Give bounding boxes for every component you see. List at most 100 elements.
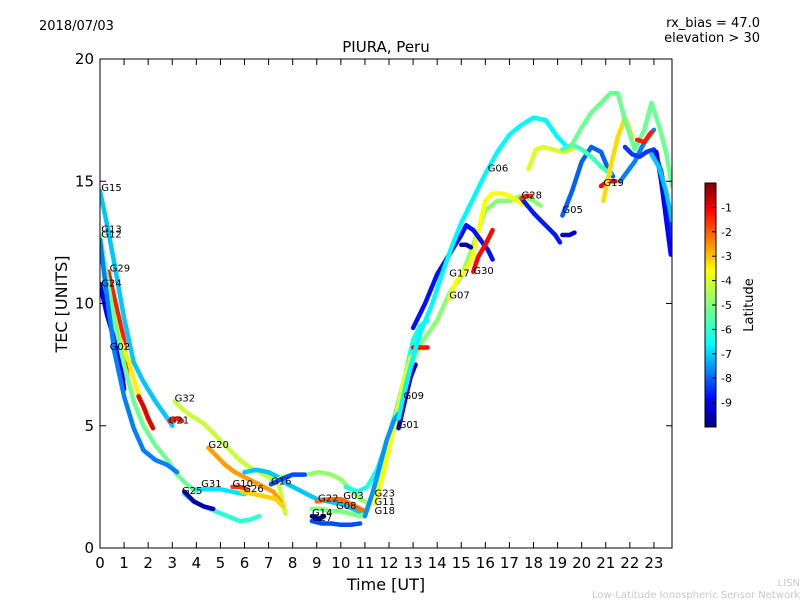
series-layer (100, 90, 672, 528)
colorbar-tick-label: -9 (721, 397, 732, 410)
tec-series-20 (309, 513, 327, 521)
prn-label-g32: G32 (175, 393, 195, 404)
prn-label-g02: G02 (110, 342, 130, 353)
x-tick-label: 2 (143, 554, 153, 572)
x-tick-label: 1 (119, 554, 129, 572)
prn-label-g15: G15 (101, 183, 121, 194)
tec-series-8 (172, 399, 288, 517)
tec-series-25 (362, 411, 401, 519)
colorbar-tick-label: -3 (721, 250, 732, 263)
y-tick-label: 0 (84, 539, 94, 557)
x-tick-label: 14 (428, 554, 447, 572)
prn-label-g29: G29 (110, 264, 130, 275)
x-tick-label: 18 (524, 554, 543, 572)
x-tick-label: 9 (312, 554, 322, 572)
x-tick-label: 5 (216, 554, 226, 572)
colorbar-tick-label: -8 (721, 372, 732, 385)
colorbar-tick-label: -6 (721, 323, 732, 336)
tec-series-47 (649, 152, 672, 223)
tec-series-6 (100, 237, 180, 475)
tec-series-33 (396, 115, 568, 421)
colorbar-tick-label: -7 (721, 348, 732, 361)
x-tick-label: 15 (452, 554, 471, 572)
prn-label-g17: G17 (449, 269, 469, 280)
tec-series-26 (396, 362, 418, 431)
x-tick-label: 12 (379, 554, 398, 572)
prn-label-g23: G23 (375, 489, 395, 500)
prn-label-g01: G01 (399, 420, 419, 431)
tec-series-22 (314, 496, 368, 514)
x-tick-label: 0 (95, 554, 105, 572)
tec-series-19 (309, 518, 363, 528)
tec-series-18 (268, 472, 307, 487)
x-tick-label: 16 (476, 554, 495, 572)
tec-series-12 (182, 489, 216, 512)
prn-label-g19: G19 (603, 178, 623, 189)
prn-label-g11: G11 (375, 497, 395, 508)
colorbar-tick-label: -1 (721, 201, 732, 214)
tec-series-16 (242, 467, 365, 517)
prn-label-g05: G05 (562, 205, 582, 216)
x-tick-label: 6 (240, 554, 250, 572)
x-tick-label: 8 (288, 554, 298, 572)
prn-label-g13: G13 (101, 225, 121, 236)
prn-label-g09: G09 (403, 391, 423, 402)
x-tick-label: 3 (167, 554, 177, 572)
colorbar-tick-label: -2 (721, 226, 732, 239)
plot-frame (99, 58, 673, 549)
prn-label-g26: G26 (243, 484, 263, 495)
elevation-label: elevation > 30 (664, 31, 760, 46)
prn-label-g21: G21 (169, 415, 189, 426)
colorbar-tick-label: -5 (721, 299, 732, 312)
tec-series-4 (100, 188, 175, 429)
tec-series-7 (136, 394, 156, 431)
tec-series-27 (401, 193, 543, 399)
tec-series-14 (230, 484, 250, 492)
prn-label-g20: G20 (208, 440, 228, 451)
prn-label-g12: G12 (101, 229, 121, 240)
prn-label-g25: G25 (182, 486, 202, 497)
y-tick-label: 20 (75, 50, 94, 68)
tec-series-29 (446, 191, 529, 301)
prn-label-g28: G28 (521, 190, 541, 201)
prn-label-g24: G24 (101, 278, 121, 289)
colorbar-tick-label: -4 (721, 275, 732, 288)
colorbar-title: Latitude (742, 278, 757, 332)
footer-network: Low-Latitude Ionospheric Sensor Network (592, 590, 800, 600)
x-tick-label: 10 (331, 554, 350, 572)
tec-series-13 (194, 487, 247, 497)
tec-series-10 (206, 445, 283, 504)
chart-title: PIURA, Peru (342, 38, 429, 56)
date-label: 2018/07/03 (39, 19, 114, 34)
prn-label-g08: G08 (336, 501, 356, 512)
tec-series-31 (459, 242, 474, 250)
prn-label-g14: G14 (312, 508, 332, 519)
tec-series-32 (471, 227, 495, 274)
y-tick-label: 15 (75, 172, 94, 190)
y-axis-title: TEC [UNITS] (52, 256, 71, 354)
x-tick-label: 21 (596, 554, 615, 572)
tec-series-15 (239, 489, 286, 509)
tec-series-5 (100, 232, 199, 495)
tec-series-21 (309, 418, 399, 519)
tec-series-35 (519, 193, 534, 201)
prn-label-g07: G07 (449, 291, 469, 302)
prn-label-g27: G27 (312, 513, 332, 524)
prn-label-g10: G10 (232, 479, 252, 490)
tec-series-39 (560, 230, 577, 238)
rx-bias-label: rx_bias = 47.0 (666, 16, 760, 31)
colorbar-ticks: -1 -2 -3 -4 -5 -6 -7 -8 -9 (712, 201, 732, 410)
tec-series-34 (519, 196, 563, 245)
x-tick-label: 11 (355, 554, 374, 572)
tec-series-11 (182, 491, 262, 524)
x-tick-label: 17 (500, 554, 519, 572)
prn-label-g22: G22 (318, 494, 338, 505)
tec-series-36 (526, 144, 575, 172)
prn-label-g31: G31 (201, 479, 221, 490)
x-tick-label: 23 (644, 554, 663, 572)
tec-series-45 (634, 130, 654, 145)
y-tick-label: 10 (75, 295, 94, 313)
x-axis-title: Time [UT] (346, 575, 425, 594)
